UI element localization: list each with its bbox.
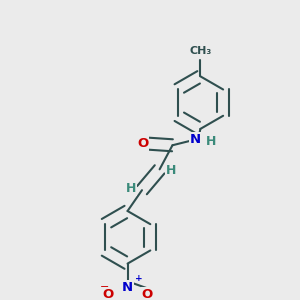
Text: N: N <box>122 281 133 294</box>
Text: H: H <box>166 164 176 177</box>
Text: O: O <box>142 288 153 300</box>
Text: O: O <box>137 137 148 150</box>
Text: H: H <box>206 135 217 148</box>
Text: CH₃: CH₃ <box>189 46 212 56</box>
Text: N: N <box>190 133 201 146</box>
Text: O: O <box>102 288 113 300</box>
Text: H: H <box>126 182 136 195</box>
Text: −: − <box>100 282 109 292</box>
Text: +: + <box>135 274 142 283</box>
